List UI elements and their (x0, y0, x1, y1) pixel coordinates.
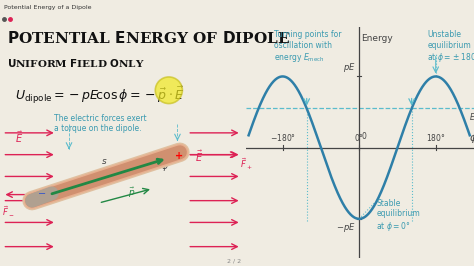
Text: $\phi$: $\phi$ (162, 160, 169, 173)
Text: $s$: $s$ (101, 157, 108, 166)
Text: $180°$: $180°$ (426, 132, 446, 143)
Text: $\vec{F}_+$: $\vec{F}_+$ (240, 157, 253, 172)
Text: Turning points for
oscillation with
energy $E_{\rm mech}$: Turning points for oscillation with ener… (274, 30, 342, 64)
Text: Potential Energy of a Dipole: Potential Energy of a Dipole (4, 5, 91, 10)
Text: $U_{\rm dipole} = -pE\!\cos\phi = -\vec{p}\cdot\vec{E}$: $U_{\rm dipole} = -pE\!\cos\phi = -\vec{… (15, 85, 184, 106)
Text: $\vec{E}$: $\vec{E}$ (195, 148, 203, 164)
Text: $-180°$: $-180°$ (270, 132, 296, 143)
Text: $\phi$: $\phi$ (469, 131, 474, 145)
Text: Stable
equilibrium
at $\phi = 0°$: Stable equilibrium at $\phi = 0°$ (376, 199, 420, 233)
Text: $-pE$: $-pE$ (336, 221, 356, 234)
Text: $0°$: $0°$ (354, 132, 364, 143)
Text: $E_{\rm mech}$: $E_{\rm mech}$ (469, 111, 474, 124)
Text: +: + (175, 152, 183, 161)
Circle shape (155, 77, 182, 103)
Text: $pE$: $pE$ (343, 61, 356, 74)
Text: 0: 0 (361, 132, 366, 141)
Text: $-$: $-$ (37, 186, 46, 197)
Text: $\mathbf{P}$OTENTIAL $\mathbf{E}$NERGY OF $\mathbf{D}$IPOLE: $\mathbf{P}$OTENTIAL $\mathbf{E}$NERGY O… (8, 30, 291, 46)
Text: The electric forces exert
a torque on the dipole.: The electric forces exert a torque on th… (54, 114, 147, 133)
Text: $\vec{F}_-$: $\vec{F}_-$ (2, 204, 15, 217)
Text: $\mathbf{U}$NIFORM $\mathbf{F}$IELD $\mathbf{O}$NLY: $\mathbf{U}$NIFORM $\mathbf{F}$IELD $\ma… (8, 57, 145, 69)
Text: $\vec{E}$: $\vec{E}$ (15, 129, 23, 144)
Text: Unstable
equilibrium
at $\phi = \pm180°$: Unstable equilibrium at $\phi = \pm180°$ (427, 30, 474, 64)
Text: 2 / 2: 2 / 2 (228, 259, 242, 264)
Text: Energy: Energy (361, 34, 393, 43)
Text: $\vec{p}$: $\vec{p}$ (128, 186, 136, 200)
